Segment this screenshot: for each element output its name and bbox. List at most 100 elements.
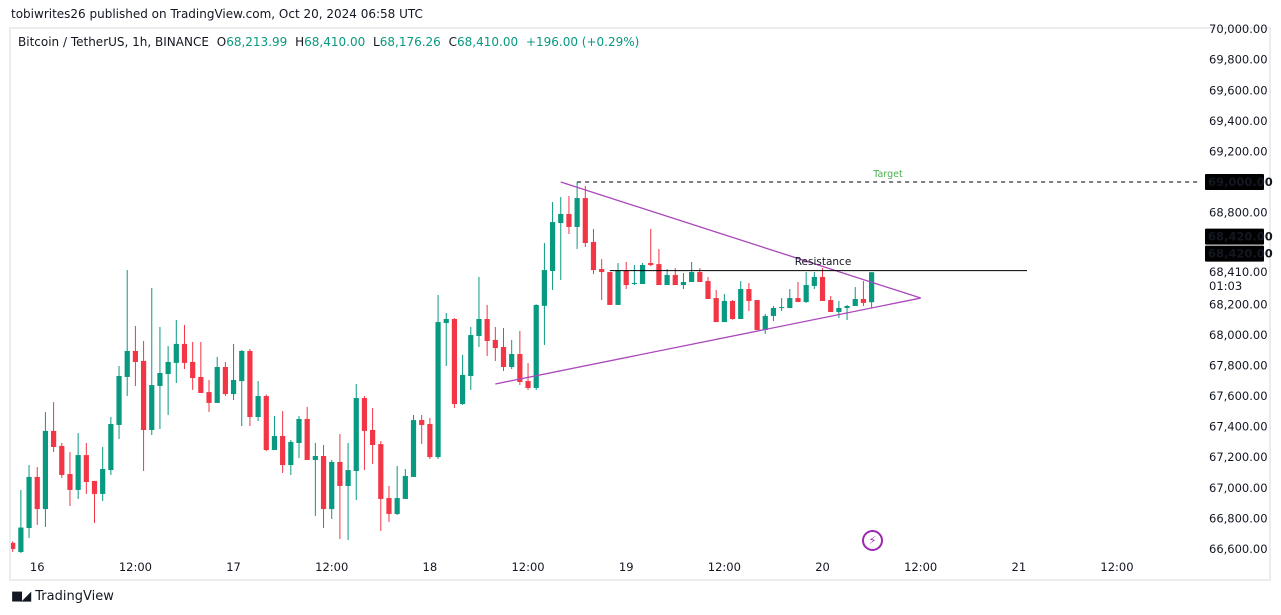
target-label: Target [872,169,903,180]
candle-body [558,213,564,223]
candle-body [819,276,826,301]
candle-body [239,350,245,382]
candle-body [26,476,32,529]
price-tick-label: 67,000.00 [1209,481,1268,495]
candle-body [803,285,809,303]
candle-body [541,270,547,306]
candle-body [639,265,646,284]
triangle-upper-trendline [560,181,921,299]
candle-body [190,361,196,379]
lightning-icon[interactable]: ⚡︎ [862,530,883,551]
candle-body [345,470,351,486]
time-tick-label: 18 [423,560,438,574]
candle-body [549,222,556,271]
candle-body [124,350,130,377]
candle-body [811,276,817,286]
candle-body [222,367,228,395]
candle-body [746,289,752,301]
time-tick-label: 21 [1012,560,1027,574]
candle-body [844,306,850,308]
candle-body [689,272,695,282]
price-badge-label: 69,000.00 [1208,175,1273,189]
candle-body [34,476,40,510]
price-tick-label: 66,800.00 [1209,511,1268,525]
candle-body [468,335,474,377]
candle-body [214,367,220,403]
symbol-legend: Bitcoin / TetherUS, 1h, BINANCE O68,213.… [18,35,643,49]
price-tick-label: 67,800.00 [1209,358,1268,372]
candle-body [337,461,343,486]
candle-body [361,398,368,431]
candle-body [11,542,16,549]
last-price-label: 68,410.00 [1209,265,1268,279]
candle-body [869,272,875,303]
candle-body [509,354,515,368]
candle-body [198,376,204,394]
candle-body [672,274,678,286]
time-tick-label: 12:00 [511,560,544,574]
candle-body [304,418,310,460]
price-badge [1205,174,1264,190]
candle-body [697,272,703,282]
time-tick-label: 12:00 [119,560,152,574]
candle-body [836,307,842,312]
candle-body [67,474,73,490]
candle-body [288,441,294,466]
time-tick-label: 12:00 [904,560,937,574]
candle-body [173,343,179,363]
candle-body [533,304,539,388]
candle-body [729,300,736,319]
candle-body [353,398,359,471]
candle-body [157,372,163,386]
candle-body [419,420,425,425]
candle-body [770,307,777,316]
price-badge [1205,228,1264,245]
candle-body [615,270,621,305]
candle-body [664,274,670,286]
price-tick-label: 67,400.00 [1209,420,1268,434]
candle-body [852,298,858,307]
candle-body [206,392,212,403]
candle-body [574,198,580,227]
candle-body [721,300,727,323]
time-tick-label: 19 [619,560,634,574]
low-value: L68,176.26 [373,35,441,49]
open-value: O68,213.99 [216,35,288,49]
candle-body [165,361,171,375]
price-tick-label: 69,800.00 [1209,53,1268,67]
tradingview-mark-icon: ■◢ [11,589,31,604]
candle-body [517,354,523,382]
price-tick-label: 69,600.00 [1209,83,1268,97]
candle-body [263,396,269,451]
bar-countdown: 01:03 [1209,279,1242,293]
candle-body [247,350,253,418]
candle-body [51,430,57,447]
triangle-lower-trendline [495,297,921,385]
candle-body [116,376,122,425]
candle-body [484,318,490,342]
candle-body [795,298,801,303]
candle-body [713,298,719,323]
candle-body [140,360,147,431]
candle-body [230,380,237,395]
candle-body [460,374,466,405]
change-value: +196.00 (+0.29%) [525,35,640,49]
tradingview-logo[interactable]: ■◢ TradingView [11,589,114,604]
price-tick-label: 67,200.00 [1209,450,1268,464]
candle-body [42,430,49,510]
symbol-name[interactable]: Bitcoin / TetherUS, 1h, BINANCE [18,35,209,49]
time-tick-label: 17 [226,560,241,574]
candle-body [680,281,687,286]
price-tick-label: 68,000.00 [1209,328,1268,342]
candle-body [623,270,629,286]
high-value: H68,410.00 [295,35,366,49]
candle-body [492,339,498,349]
candle-body [435,322,441,458]
candle-body [83,455,89,482]
price-tick-label: 68,200.00 [1209,297,1268,311]
price-tick-label: 68,800.00 [1209,206,1268,220]
candle-body [91,480,98,494]
candle-body [370,430,376,445]
candle-body [738,289,744,319]
